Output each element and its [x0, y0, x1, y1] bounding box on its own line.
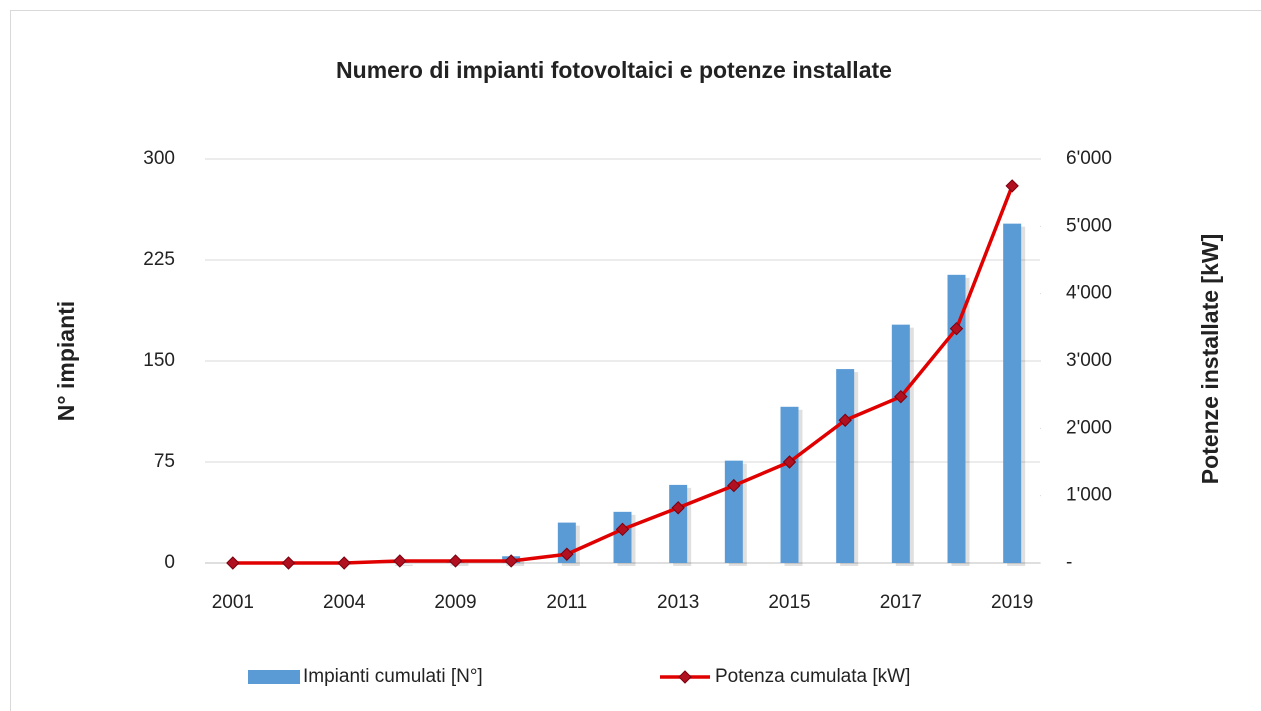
- y-tick-label: 0: [164, 552, 175, 573]
- bar: [836, 369, 855, 563]
- bar: [669, 484, 688, 563]
- x-tick-label: 2001: [212, 592, 254, 613]
- line-marker: [838, 413, 852, 427]
- bar: [724, 460, 743, 563]
- bar: [1003, 223, 1022, 563]
- x-tick-label: 2015: [768, 592, 810, 613]
- line-marker: [727, 478, 741, 493]
- line-marker: [226, 556, 240, 570]
- y-tick-label: 225: [143, 249, 175, 270]
- y2-tick-label: -: [1066, 552, 1072, 573]
- line-marker: [782, 455, 797, 469]
- x-tick-label: 2004: [323, 592, 366, 613]
- chart-title: Numero di impianti fotovoltaici e potenz…: [336, 57, 892, 83]
- y2-tick-label: 3'000: [1066, 350, 1112, 371]
- line-marker: [337, 556, 351, 570]
- line-marker: [949, 321, 964, 336]
- bar: [947, 274, 966, 563]
- y-tick-label: 300: [143, 148, 175, 169]
- line-marker: [671, 501, 685, 515]
- line-marker: [1005, 179, 1019, 193]
- x-tick-label: 2019: [991, 592, 1033, 613]
- y2-tick-label: 1'000: [1066, 485, 1112, 506]
- x-tick-label: 2011: [546, 592, 587, 613]
- y-axis-title: N° impianti: [53, 301, 79, 421]
- bar: [780, 406, 799, 563]
- line-marker: [560, 547, 574, 561]
- y2-tick-label: 2'000: [1066, 417, 1112, 438]
- y2-axis-title: Potenze installate [kW]: [1197, 234, 1223, 484]
- legend-swatch: [248, 670, 300, 684]
- x-tick-label: 2013: [657, 592, 699, 613]
- y2-tick-label: 6'000: [1066, 148, 1112, 169]
- line-marker: [615, 522, 630, 537]
- line-marker: [504, 554, 518, 568]
- y2-tick-label: 4'000: [1066, 283, 1112, 304]
- y-tick-label: 150: [143, 350, 175, 371]
- y2-tick-label: 5'000: [1066, 215, 1112, 236]
- legend-marker: [678, 670, 692, 684]
- bar: [613, 511, 632, 563]
- bar: [891, 324, 910, 563]
- bar-shadow: [450, 563, 469, 566]
- legend-label: Impianti cumulati [N°]: [303, 666, 483, 687]
- chart-frame: [10, 10, 1261, 711]
- line-marker: [894, 389, 908, 404]
- x-tick-label: 2017: [880, 592, 922, 613]
- line-marker: [393, 554, 407, 568]
- legend-label: Potenza cumulata [kW]: [715, 666, 910, 687]
- y-tick-label: 75: [154, 451, 175, 472]
- x-tick-label: 2009: [434, 592, 476, 613]
- bar-shadow: [394, 564, 413, 566]
- line-marker: [281, 556, 296, 570]
- line-marker: [448, 554, 463, 568]
